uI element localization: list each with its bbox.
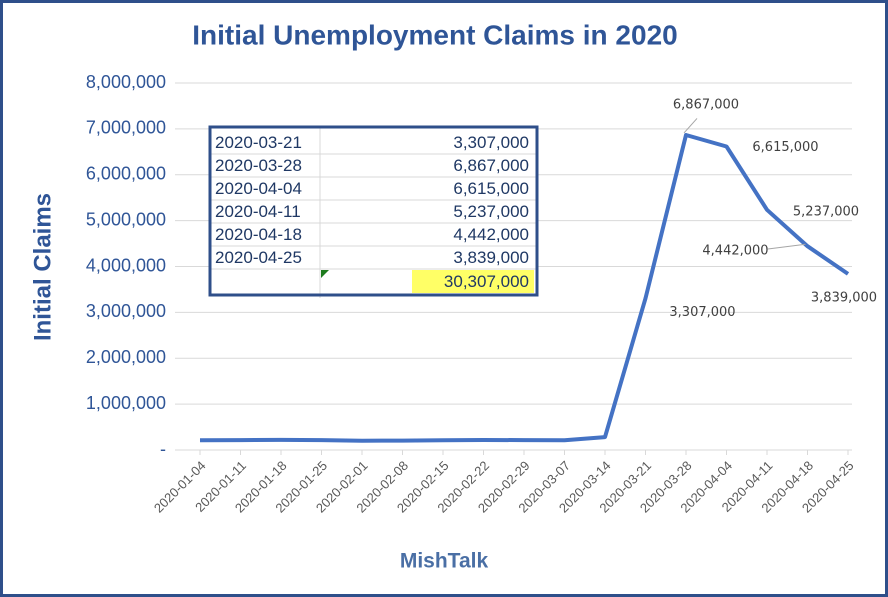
x-axis-title: MishTalk [400,550,489,573]
y-axis-title: Initial Claims [29,193,56,341]
table-cell: 2020-04-11 [215,202,301,221]
leader-line [683,118,698,134]
table-cell: 5,237,000 [453,202,529,221]
y-tick-label: 4,000,000 [86,255,166,275]
table-border [208,125,539,297]
cell-marker [321,270,329,278]
table-cell: 3,839,000 [453,248,529,267]
total-highlight [412,270,534,293]
table-cell: 2020-04-04 [215,179,302,198]
leader-line [767,243,806,250]
data-label: 6,867,000 [673,97,739,112]
chart-title: Initial Unemployment Claims in 2020 [192,19,677,50]
table-cell: 3,307,000 [453,133,529,152]
y-tick-label: - [160,439,166,459]
data-label: 5,237,000 [793,204,859,219]
data-label: 4,442,000 [702,244,768,259]
table-cell: 2020-03-28 [215,156,302,175]
table-cell: 2020-04-18 [215,225,302,244]
y-tick-label: 2,000,000 [86,347,166,367]
y-tick-label: 8,000,000 [86,72,166,92]
y-tick-label: 3,000,000 [86,301,166,321]
table-cell: 6,867,000 [453,156,529,175]
table-cell: 6,615,000 [453,179,529,198]
table-cell: 2020-04-25 [215,248,302,267]
y-tick-label: 7,000,000 [86,118,166,138]
table-total: 30,307,000 [444,272,529,291]
data-label: 6,615,000 [752,140,818,155]
line [199,133,850,443]
table-cell: 2020-03-21 [215,133,302,152]
table-cell: 4,442,000 [453,225,529,244]
data-label: 3,839,000 [811,290,877,305]
data-label: 3,307,000 [669,305,735,320]
y-tick-label: 5,000,000 [86,209,166,229]
y-tick-label: 6,000,000 [86,164,166,184]
y-tick-label: 1,000,000 [86,393,166,413]
